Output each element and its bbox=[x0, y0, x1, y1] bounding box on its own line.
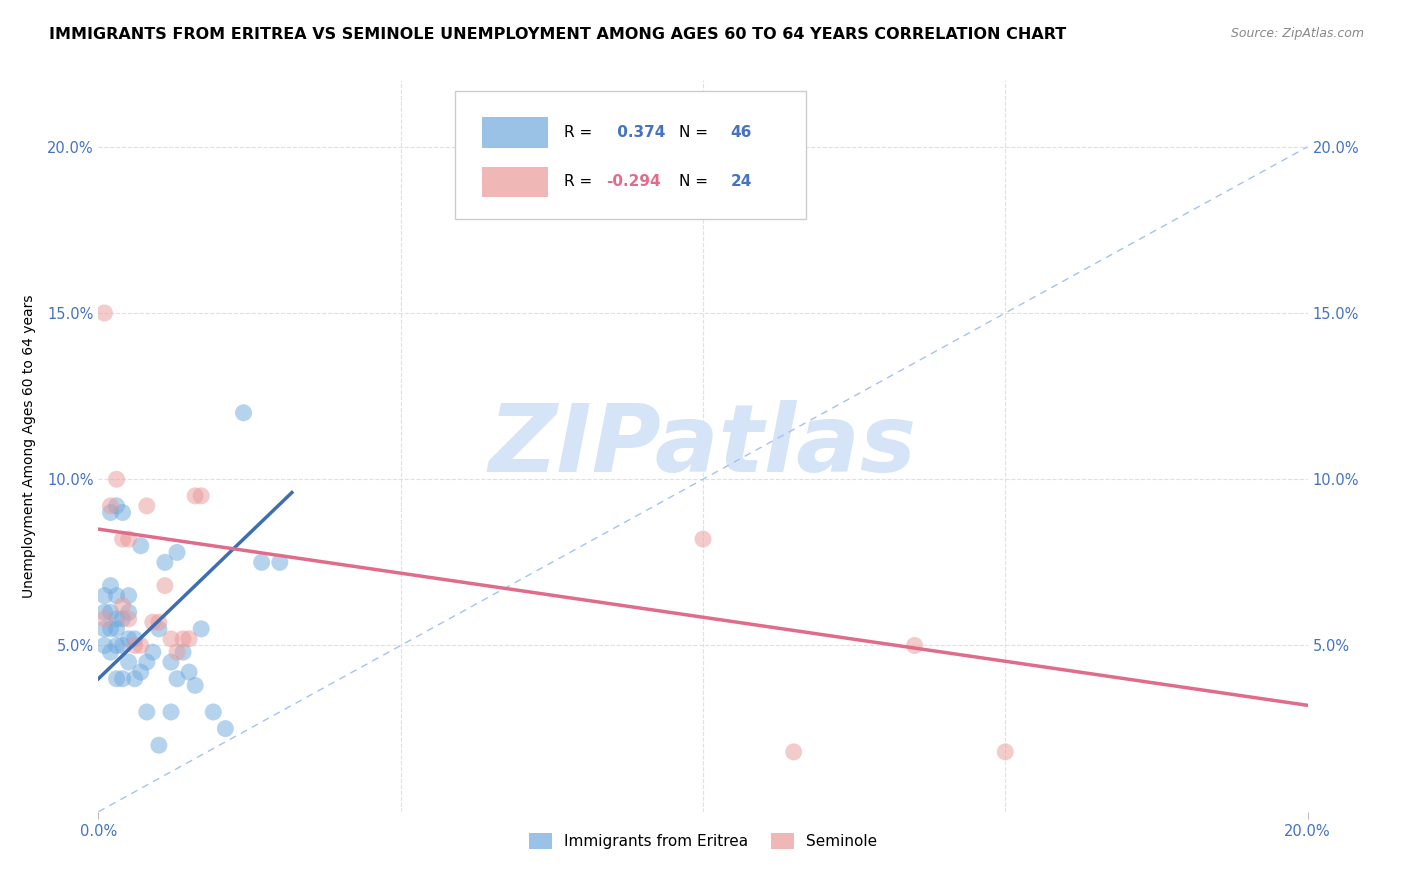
Point bbox=[148, 615, 170, 630]
Point bbox=[111, 599, 134, 613]
Point bbox=[160, 632, 183, 646]
Point bbox=[105, 672, 128, 686]
Point bbox=[118, 632, 141, 646]
Point bbox=[135, 655, 157, 669]
Point bbox=[124, 639, 146, 653]
Point bbox=[179, 665, 201, 679]
Point bbox=[93, 639, 115, 653]
Point bbox=[118, 612, 141, 626]
Point bbox=[93, 306, 115, 320]
Point bbox=[179, 632, 201, 646]
Point bbox=[269, 555, 291, 569]
Text: R =: R = bbox=[564, 175, 598, 189]
Point bbox=[111, 612, 134, 626]
Point bbox=[250, 555, 273, 569]
Text: 46: 46 bbox=[731, 125, 752, 140]
Point bbox=[166, 645, 188, 659]
FancyBboxPatch shape bbox=[456, 91, 806, 219]
Text: Source: ZipAtlas.com: Source: ZipAtlas.com bbox=[1230, 27, 1364, 40]
Point bbox=[184, 489, 207, 503]
Point bbox=[118, 605, 141, 619]
Point bbox=[105, 499, 128, 513]
Point bbox=[190, 489, 212, 503]
Point bbox=[100, 605, 122, 619]
Point bbox=[118, 589, 141, 603]
Point bbox=[100, 499, 122, 513]
Point bbox=[93, 589, 115, 603]
Text: IMMIGRANTS FROM ERITREA VS SEMINOLE UNEMPLOYMENT AMONG AGES 60 TO 64 YEARS CORRE: IMMIGRANTS FROM ERITREA VS SEMINOLE UNEM… bbox=[49, 27, 1067, 42]
Point bbox=[105, 589, 128, 603]
Point bbox=[160, 705, 183, 719]
Legend: Immigrants from Eritrea, Seminole: Immigrants from Eritrea, Seminole bbox=[523, 827, 883, 855]
Point bbox=[142, 615, 165, 630]
Point bbox=[148, 738, 170, 752]
Point bbox=[111, 532, 134, 546]
Text: N =: N = bbox=[679, 175, 713, 189]
Point bbox=[160, 655, 183, 669]
Point bbox=[142, 645, 165, 659]
Point bbox=[93, 612, 115, 626]
Point bbox=[166, 545, 188, 559]
Point bbox=[190, 622, 212, 636]
Point bbox=[153, 555, 176, 569]
Point bbox=[129, 539, 152, 553]
Point bbox=[111, 672, 134, 686]
Point bbox=[105, 472, 128, 486]
Text: 24: 24 bbox=[731, 175, 752, 189]
Text: N =: N = bbox=[679, 125, 713, 140]
Point bbox=[135, 499, 157, 513]
Text: R =: R = bbox=[564, 125, 598, 140]
Point bbox=[100, 506, 122, 520]
Point bbox=[124, 672, 146, 686]
Point bbox=[118, 532, 141, 546]
Point bbox=[100, 645, 122, 659]
Point bbox=[904, 639, 927, 653]
Point bbox=[129, 665, 152, 679]
Point bbox=[105, 612, 128, 626]
Point bbox=[105, 622, 128, 636]
Point bbox=[184, 678, 207, 692]
Point bbox=[148, 622, 170, 636]
Point bbox=[100, 622, 122, 636]
Point bbox=[232, 406, 254, 420]
Text: -0.294: -0.294 bbox=[606, 175, 661, 189]
Point bbox=[129, 639, 152, 653]
Text: ZIPatlas: ZIPatlas bbox=[489, 400, 917, 492]
Y-axis label: Unemployment Among Ages 60 to 64 years: Unemployment Among Ages 60 to 64 years bbox=[22, 294, 35, 598]
Point bbox=[783, 745, 806, 759]
Point bbox=[93, 622, 115, 636]
Point bbox=[111, 506, 134, 520]
Point bbox=[172, 645, 194, 659]
Point bbox=[166, 672, 188, 686]
Point bbox=[100, 579, 122, 593]
Point bbox=[124, 632, 146, 646]
Point bbox=[692, 532, 714, 546]
Point bbox=[135, 705, 157, 719]
Point bbox=[105, 639, 128, 653]
FancyBboxPatch shape bbox=[482, 167, 548, 197]
Point bbox=[994, 745, 1017, 759]
Point bbox=[93, 605, 115, 619]
FancyBboxPatch shape bbox=[482, 117, 548, 147]
Text: 0.374: 0.374 bbox=[613, 125, 665, 140]
Point bbox=[214, 722, 236, 736]
Point bbox=[172, 632, 194, 646]
Point bbox=[118, 655, 141, 669]
Point bbox=[153, 579, 176, 593]
Point bbox=[202, 705, 225, 719]
Point bbox=[111, 639, 134, 653]
